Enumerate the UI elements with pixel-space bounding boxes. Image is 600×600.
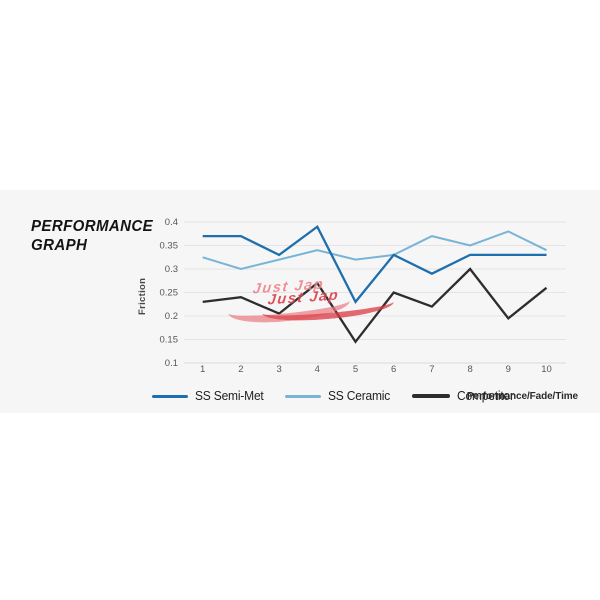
legend-item-competitor: Competitor bbox=[412, 389, 516, 403]
legend-item-ss-semi-met: SS Semi-Met bbox=[152, 389, 266, 403]
legend-label: SS Semi-Met bbox=[195, 389, 264, 403]
legend-swatch bbox=[285, 394, 322, 398]
x-axis-label: Performance/Fade/Time bbox=[466, 391, 578, 402]
legend-swatch bbox=[412, 394, 451, 398]
chart-title-line1: PERFORMANCE bbox=[31, 218, 154, 235]
y-axis-title: Friction bbox=[137, 277, 148, 315]
chart-title: PERFORMANCE GRAPH bbox=[31, 218, 153, 256]
chart-title-line2: GRAPH bbox=[31, 236, 88, 254]
legend-swatch bbox=[152, 394, 188, 398]
legend-item-ss-ceramic: SS Ceramic bbox=[285, 389, 393, 403]
chart-legend: SS Semi-Met SS Ceramic Competitor bbox=[152, 388, 516, 404]
legend-label: Competitor bbox=[457, 389, 514, 403]
legend-label: SS Ceramic bbox=[328, 389, 391, 403]
